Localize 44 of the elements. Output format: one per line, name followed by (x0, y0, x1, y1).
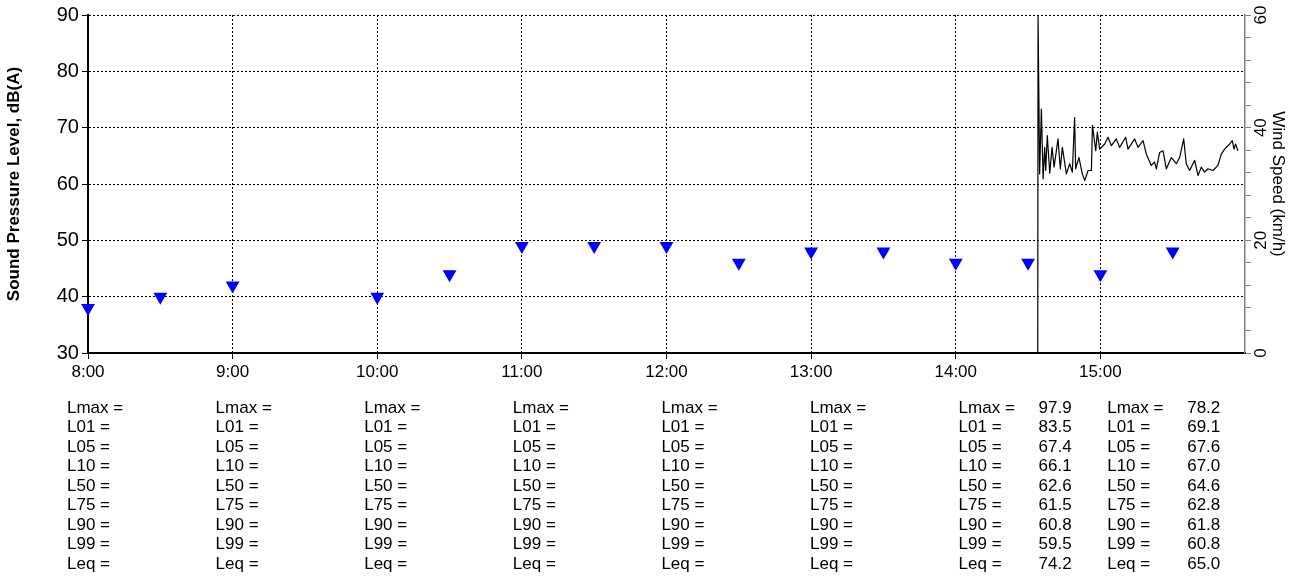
x-tick-label: 9:00 (216, 361, 250, 381)
point (876, 247, 891, 260)
y2-tick-label: 40 (1251, 118, 1271, 138)
point (659, 241, 674, 254)
y-tick-label: 80 (56, 58, 79, 81)
point (1021, 258, 1035, 271)
text: Lmax = L01 = L05 = L10 = L50 = L75 = L90 = L99 = Leq = (661, 398, 718, 573)
text: Lmax = L01 = L05 = L10 = L50 = L75 = L90 = L99 = Leq = (810, 398, 867, 573)
point (81, 303, 95, 316)
x-tick-label: 13:00 (789, 361, 833, 381)
y2-tick-label: 60 (1251, 5, 1271, 25)
x-tick-label: 14:00 (934, 361, 978, 381)
y-tick-label: 40 (56, 284, 79, 307)
y-tick-label: 30 (56, 340, 79, 363)
x-tick-label: 10:00 (355, 361, 399, 381)
x-tick-label: 15:00 (1079, 361, 1122, 381)
text: Lmax = L01 = L05 = L10 = L50 = L75 = L90 = L99 = Leq = (67, 398, 124, 573)
text: Lmax = L01 = L05 = L10 = L50 = L75 = L90 = L99 = Leq = (512, 398, 570, 573)
point (1093, 270, 1108, 283)
point (225, 281, 240, 294)
y2-tick-label: 0 (1251, 348, 1271, 358)
point (442, 270, 457, 283)
text: Lmax = 78.2 L01 = 69.1 L05 = 67.6 L10 = 67.0 L50 = 64.6 L75 = 62.8 L90 = 61.8 L99 = 60.8 Leq = 65.0 (1107, 398, 1221, 573)
text: Lmax = L01 = L05 = L10 = L50 = L75 = L90 = L99 = Leq = (215, 398, 272, 573)
y2-tick-label: 20 (1251, 230, 1271, 250)
text: Lmax = L01 = L05 = L10 = L50 = L75 = L90 = L99 = Leq = (364, 398, 421, 573)
point (370, 292, 385, 305)
point (1165, 247, 1180, 260)
point (731, 258, 746, 271)
y-tick-label: 50 (56, 227, 79, 250)
point (804, 247, 819, 260)
x-tick-label: 12:00 (645, 361, 688, 381)
y2-axis-title: Wind Speed (km/h) (1269, 111, 1289, 257)
y-axis-title: Sound Pressure Level, dB(A) (3, 66, 23, 302)
point (153, 292, 168, 305)
x-tick-label: 8:00 (71, 361, 105, 381)
point (514, 241, 529, 254)
y-tick-label: 90 (56, 2, 79, 25)
point (948, 258, 963, 271)
text: Lmax = 97.9 L01 = 83.5 L05 = 67.4 L10 = 66.1 L50 = 62.6 L75 = 61.5 L90 = 60.8 L99 = 59.5 Leq = 74.2 (958, 398, 1072, 573)
x-tick-label: 11:00 (501, 361, 543, 381)
y-tick-label: 60 (56, 171, 79, 194)
y-tick-label: 70 (56, 115, 79, 138)
point (587, 241, 602, 254)
